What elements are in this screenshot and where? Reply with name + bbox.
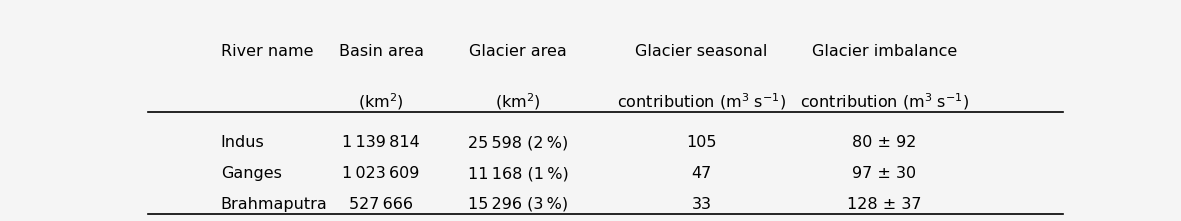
Text: 97 ± 30: 97 ± 30	[853, 166, 916, 181]
Text: River name: River name	[221, 44, 313, 59]
Text: (km$^2$): (km$^2$)	[496, 91, 541, 112]
Text: Glacier area: Glacier area	[469, 44, 567, 59]
Text: 128 ± 37: 128 ± 37	[847, 197, 921, 212]
Text: 15 296 (3 %): 15 296 (3 %)	[468, 197, 568, 212]
Text: 47: 47	[691, 166, 711, 181]
Text: 527 666: 527 666	[350, 197, 413, 212]
Text: contribution (m$^3$ s$^{-1}$): contribution (m$^3$ s$^{-1}$)	[800, 91, 968, 112]
Text: Basin area: Basin area	[339, 44, 424, 59]
Text: 105: 105	[686, 135, 717, 151]
Text: 11 168 (1 %): 11 168 (1 %)	[468, 166, 569, 181]
Text: 25 598 (2 %): 25 598 (2 %)	[468, 135, 568, 151]
Text: 80 ± 92: 80 ± 92	[853, 135, 916, 151]
Text: 1 139 814: 1 139 814	[342, 135, 420, 151]
Text: Brahmaputra: Brahmaputra	[221, 197, 327, 212]
Text: Glacier imbalance: Glacier imbalance	[811, 44, 957, 59]
Text: Ganges: Ganges	[221, 166, 282, 181]
Text: Indus: Indus	[221, 135, 265, 151]
Text: Glacier seasonal: Glacier seasonal	[635, 44, 768, 59]
Text: 33: 33	[691, 197, 711, 212]
Text: 1 023 609: 1 023 609	[342, 166, 419, 181]
Text: contribution (m$^3$ s$^{-1}$): contribution (m$^3$ s$^{-1}$)	[616, 91, 785, 112]
Text: (km$^2$): (km$^2$)	[358, 91, 404, 112]
